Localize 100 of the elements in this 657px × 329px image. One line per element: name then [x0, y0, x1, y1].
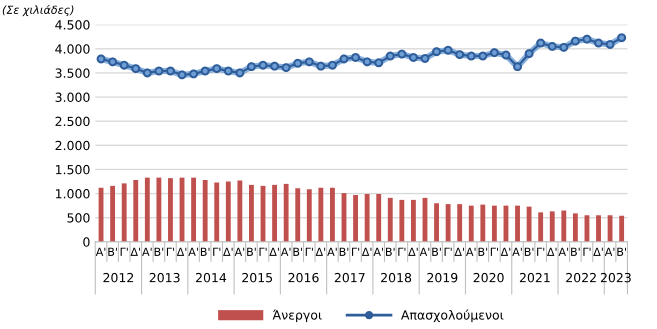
y-tick-label: 2.500	[56, 116, 90, 126]
bar	[98, 188, 104, 242]
bar	[156, 178, 162, 242]
bar	[468, 206, 474, 242]
x-tick-label: Β'	[154, 248, 164, 256]
point	[397, 50, 406, 59]
point	[501, 50, 510, 60]
text: 2015	[242, 272, 272, 282]
point	[339, 54, 349, 64]
bar	[584, 215, 590, 242]
bar	[561, 210, 566, 242]
bar	[619, 216, 624, 242]
point	[131, 64, 140, 74]
x-tick-label: Δ'	[454, 248, 464, 256]
x-tick-label: Β'	[617, 248, 626, 256]
x-tick-label: Δ'	[546, 248, 556, 256]
x-tick-label: Γ'	[444, 248, 452, 256]
point	[224, 66, 233, 76]
text: 2021	[520, 272, 550, 282]
point	[559, 42, 568, 52]
bar	[388, 198, 393, 242]
x-tick-label: Α'	[188, 248, 198, 256]
text: 2022	[566, 272, 596, 282]
bar	[550, 211, 555, 242]
point	[293, 58, 302, 68]
bar	[538, 212, 544, 242]
x-tick-label: Α'	[327, 248, 337, 256]
y-tick-label: 1.000	[56, 189, 90, 198]
text: 2020	[474, 272, 504, 282]
x-tick-label: Δ'	[316, 248, 326, 256]
y-axis-title: (Σε χιλιάδες)	[2, 4, 74, 16]
bar	[364, 194, 370, 242]
point	[270, 62, 280, 71]
bar	[284, 184, 289, 242]
x-tick-label: Δ'	[223, 248, 233, 256]
bar	[306, 189, 312, 242]
bar	[526, 206, 532, 242]
x-tick-label: Γ'	[352, 248, 360, 256]
x-tick-label: Β'	[340, 248, 348, 256]
bar	[446, 204, 451, 242]
y-tick-label: 4.000	[55, 44, 90, 54]
bar	[180, 178, 184, 242]
x-tick-label: Α'	[512, 248, 522, 256]
x-tick-label: Δ'	[362, 248, 372, 256]
point	[258, 60, 268, 70]
bar	[133, 180, 138, 242]
point	[154, 66, 164, 76]
x-tick-label: Β'	[200, 248, 210, 256]
y-tick-label: 4.500	[55, 20, 90, 30]
bar	[596, 215, 601, 242]
text: 2013	[150, 272, 180, 282]
text: 2012	[103, 272, 134, 282]
x-tick-label: Γ'	[398, 248, 406, 256]
y-tick-label: 1.500	[56, 164, 90, 174]
x-tick-label: Β'	[432, 248, 441, 256]
x-tick-label: Δ'	[269, 248, 279, 256]
x-tick-label: Γ'	[306, 248, 313, 256]
x-tick-label: Α'	[604, 248, 614, 256]
bar	[399, 200, 404, 242]
point	[582, 34, 592, 44]
point	[513, 62, 522, 72]
point	[570, 36, 580, 46]
point	[536, 38, 546, 48]
x-tick-label: Α'	[373, 248, 383, 256]
point	[420, 54, 430, 63]
point	[466, 52, 476, 61]
bar	[168, 178, 173, 242]
point	[478, 52, 488, 61]
point	[594, 38, 604, 48]
text: 2019	[427, 272, 458, 282]
bar	[202, 180, 208, 242]
point	[304, 57, 314, 66]
x-tick-label: Γ'	[213, 248, 220, 256]
point	[374, 58, 384, 68]
text: 2023	[600, 272, 631, 282]
x-tick-label: Α'	[558, 248, 568, 256]
bar	[342, 193, 346, 242]
point	[316, 62, 326, 71]
bar	[191, 178, 196, 242]
x-tick-label: Β'	[293, 248, 302, 256]
bar	[144, 178, 150, 242]
x-tick-label: Δ'	[408, 248, 418, 256]
bar	[237, 180, 242, 242]
point	[200, 66, 210, 76]
x-tick-label: Β'	[247, 248, 256, 256]
y-tick-label: 2.000	[56, 140, 90, 150]
point	[606, 40, 615, 49]
bar	[376, 194, 382, 242]
bar	[480, 204, 486, 242]
bar	[410, 200, 416, 242]
bar	[260, 186, 266, 242]
x-tick-label: Δ'	[130, 248, 140, 256]
x-tick-label: Β'	[386, 248, 395, 256]
bar	[572, 213, 578, 242]
x-tick-label: Γ'	[120, 248, 128, 256]
bar	[214, 182, 220, 242]
bar	[249, 184, 254, 242]
bar	[504, 206, 508, 242]
bar	[330, 188, 335, 242]
x-tick-label: Δ'	[593, 248, 603, 256]
